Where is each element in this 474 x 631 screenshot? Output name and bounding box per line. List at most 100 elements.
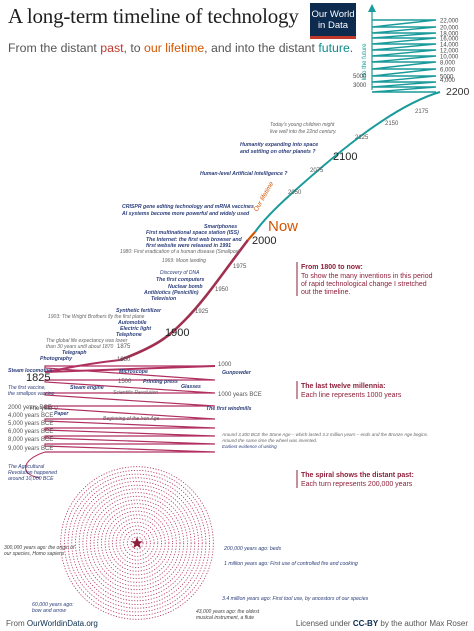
footer-source-prefix: From: [6, 619, 27, 628]
year-label: 1900: [165, 327, 189, 339]
spiral-ring: [60, 466, 214, 620]
event-label: Electric light: [120, 326, 151, 332]
event-label: 43,000 years ago: the oldest: [196, 609, 260, 615]
year-label: 1000 years BCE: [218, 392, 262, 398]
future-timeline-line: [254, 91, 441, 233]
year-label: 1950: [215, 287, 229, 293]
spiral-ring: [64, 469, 210, 616]
main-timeline: [44, 91, 441, 373]
spiral-connector: [25, 451, 46, 479]
year-label: 8,000 years BCE: [8, 437, 53, 443]
future-year-label: 20,000: [440, 26, 459, 32]
future-section: [368, 4, 437, 93]
event-label: 1903: The Wright Brothers fly the first …: [48, 314, 145, 320]
future-axis-label: Into the future: [362, 43, 368, 81]
event-label: around 10,000 BCE: [8, 476, 54, 482]
year-label: 4,000 years BCE: [8, 413, 53, 419]
event-label: Gunpowder: [222, 370, 252, 376]
year-label: 1925: [195, 309, 209, 315]
event-label: Around 3,300 BCE the Stone Age – which l…: [221, 432, 428, 437]
year-label: 1875: [117, 344, 131, 350]
spiral-ring: [104, 510, 170, 576]
future-year-label: 18,000: [440, 32, 459, 38]
event-label: 60,000 years ago:: [32, 602, 74, 608]
year-label: 2000 years BCE: [8, 405, 52, 411]
year-label: The year 0: [29, 406, 58, 412]
year-label: 9,000 years BCE: [8, 446, 53, 452]
event-label: musical instrument, a flute: [196, 615, 254, 621]
footer-license: Licensed under CC-BY by the author Max R…: [296, 619, 468, 628]
event-label: CRISPR gene editing technology and mRNA …: [122, 204, 254, 210]
box-text: To show the many inventions in this peri…: [301, 273, 433, 280]
year-label: 2075: [310, 168, 324, 174]
year-label: 1500: [118, 379, 132, 385]
spiral-ring: [71, 477, 203, 609]
owid-logo[interactable]: Our World in Data: [310, 3, 356, 39]
event-label: The first vaccine,: [8, 385, 46, 391]
event-label: 3.4 million years ago: First tool use, b…: [222, 596, 369, 602]
spiral-ring: [97, 503, 177, 583]
event-label: Television: [151, 296, 176, 302]
future-year-label: 5000: [440, 75, 454, 81]
event-label: Photography: [40, 356, 73, 362]
future-year-label: 10,000: [440, 55, 459, 61]
event-label: Beginning of the Iron Age: [103, 416, 159, 422]
box-title: From 1800 to now:: [301, 264, 363, 271]
event-label: The first computers: [156, 277, 205, 283]
event-label: Earliest evidence of writing: [222, 444, 277, 449]
spiral-ring: [126, 532, 148, 554]
year-label: 1850: [117, 357, 131, 363]
event-label: Antibiotics (Penicillin): [143, 290, 199, 296]
box-title: The last twelve millennia:: [301, 383, 385, 390]
page-subtitle: From the distant past, to our lifetime, …: [8, 41, 353, 55]
event-label: Nuclear bomb: [168, 284, 203, 290]
year-label: 1975: [233, 264, 247, 270]
spiral-ring: [130, 536, 144, 550]
future-year-label: 12,000: [440, 49, 459, 55]
lifetime-segment: [247, 231, 256, 241]
event-label: Synthetic fertilizer: [116, 308, 162, 314]
millennia-section: [25, 365, 216, 479]
event-label: The first windmills: [206, 406, 252, 412]
footer-license-link[interactable]: CC-BY: [352, 619, 379, 628]
spiral-ring: [75, 481, 199, 605]
spiral-ring: [78, 484, 196, 602]
spiral-ring: [67, 473, 207, 613]
event-label: Glasses: [181, 384, 201, 390]
spiral-ring: [112, 518, 162, 568]
future-year-label: 16,000: [440, 37, 459, 43]
logo-line: Our World: [311, 9, 355, 20]
event-label: Paper: [54, 411, 69, 417]
year-label: 1000: [218, 362, 232, 368]
subtitle-past: past: [100, 41, 124, 55]
future-zigzag-line: [371, 19, 437, 93]
future-year-label: 14,000: [440, 43, 459, 49]
event-label: Telephone: [116, 332, 142, 338]
event-label: Microscope: [119, 369, 148, 375]
year-label: Now: [268, 218, 298, 235]
spiral-ring: [82, 488, 192, 598]
event-label: 1980: First eradication of a human disea…: [120, 249, 240, 255]
early-modern-line: [44, 359, 216, 373]
event-label: Steam locomotive: [8, 368, 53, 374]
future-year-label: 5000: [353, 74, 367, 80]
event-label: Steam engine: [70, 385, 104, 391]
event-label: The global life expectancy was lower: [46, 338, 128, 344]
future-arrow-icon: [368, 4, 376, 12]
box-text: of rapid technological change I stretche…: [301, 281, 427, 288]
future-year-label: 3000: [353, 83, 367, 89]
box-text: out the timeline.: [301, 289, 350, 296]
subtitle-lifetime: our lifetime: [144, 41, 205, 55]
future-year-label: 22,000: [440, 19, 459, 25]
event-label: 200,000 years ago: beds: [223, 546, 282, 552]
event-label: live well into the 22nd century.: [270, 129, 337, 135]
event-label: and settling on other planets ?: [240, 149, 316, 155]
subtitle-part: From the distant: [8, 41, 101, 55]
event-label: Scientific Revolution: [113, 390, 158, 396]
event-label: first website were released in 1991: [146, 243, 231, 249]
footer-source-link[interactable]: OurWorldinData.org: [26, 619, 98, 628]
year-label: 2050: [288, 190, 302, 196]
event-label: Humanity expanding into space: [240, 142, 318, 148]
event-label: Discovery of DNA: [160, 270, 200, 276]
page-title: A long-term timeline of technology: [8, 4, 299, 28]
